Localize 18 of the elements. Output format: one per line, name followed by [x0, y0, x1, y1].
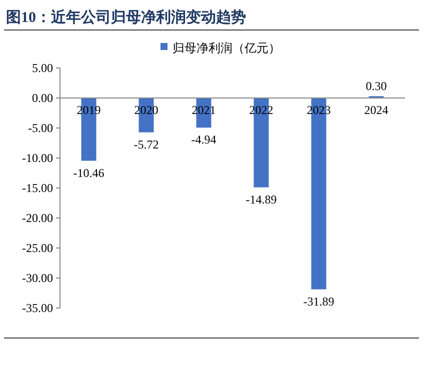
data-label: -14.89 [246, 192, 277, 206]
y-tick-label: -20.00 [22, 211, 53, 225]
data-label: -4.94 [191, 132, 216, 147]
x-tick-label: 2024 [364, 103, 388, 117]
chart-title: 图10：近年公司归母净利润变动趋势 [6, 8, 246, 26]
y-tick-label: -30.00 [22, 271, 53, 285]
data-label: -10.46 [73, 166, 104, 180]
y-tick-label: -35.00 [22, 301, 53, 315]
y-tick-label: -15.00 [22, 181, 53, 195]
y-tick-label: 0.00 [32, 91, 53, 105]
y-tick-label: -10.00 [22, 151, 53, 165]
y-tick-label: -5.00 [28, 121, 53, 135]
y-tick-label: -25.00 [22, 241, 53, 255]
data-label: -5.72 [134, 137, 159, 152]
data-label: -31.89 [303, 294, 334, 308]
data-label: 0.30 [366, 79, 387, 94]
y-tick-label: 5.00 [32, 61, 53, 75]
legend-label: 归母净利润（亿元） [172, 41, 280, 55]
